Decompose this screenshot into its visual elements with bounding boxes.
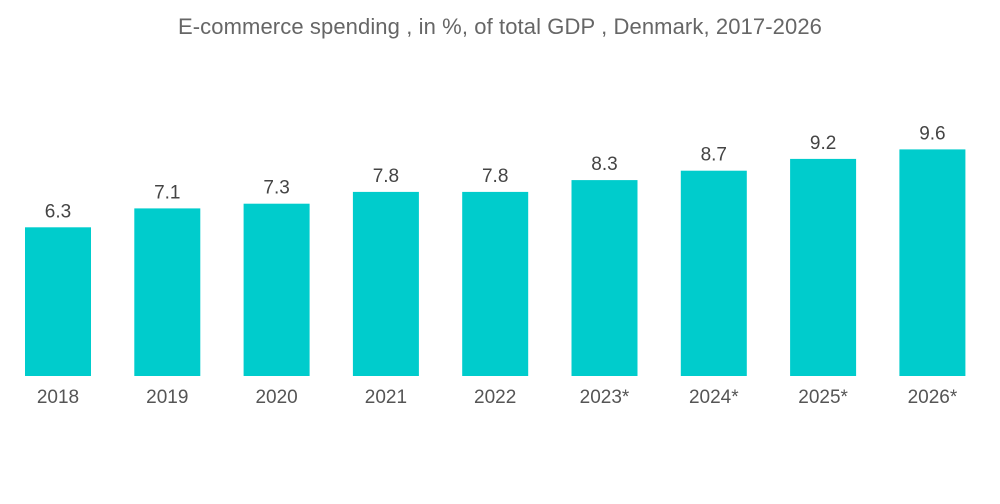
bar-2024-forecast [680, 170, 747, 376]
bar-2025-forecast [790, 158, 857, 376]
bar-2020 [243, 203, 310, 376]
value-label: 7.8 [373, 166, 399, 187]
category-label: 2021 [365, 387, 407, 408]
category-label: 2020 [255, 387, 297, 408]
value-label: 8.7 [701, 145, 727, 166]
bar-2019 [134, 208, 201, 376]
value-label: 9.2 [810, 133, 836, 154]
bar-2021 [352, 191, 419, 376]
category-label: 2024* [689, 387, 739, 408]
category-label: 2025* [798, 387, 848, 408]
category-label: 2019 [146, 387, 188, 408]
category-label: 2022 [474, 387, 516, 408]
bar-2023-forecast [571, 180, 638, 376]
bar-2018 [25, 227, 91, 376]
bars-group [25, 149, 966, 376]
bar-2026-forecast [899, 149, 966, 376]
chart-title: E-commerce spending , in %, of total GDP… [177, 14, 822, 39]
category-label: 2018 [37, 387, 79, 408]
bar-2022 [462, 191, 529, 376]
value-label: 9.6 [919, 123, 945, 144]
value-label: 7.8 [482, 166, 508, 187]
value-label: 7.3 [263, 178, 289, 199]
category-label: 2023* [580, 387, 630, 408]
value-label: 8.3 [591, 154, 617, 175]
category-label: 2026* [908, 387, 958, 408]
value-label: 6.3 [45, 201, 71, 222]
value-label: 7.1 [154, 182, 180, 203]
value-labels-group: 6.3 7.1 7.3 7.8 7.8 8.3 8.7 9.2 9.6 [45, 123, 946, 222]
category-labels-group: 2018 2019 2020 2021 2022 2023* 2024* 2025* 2026* [37, 387, 958, 408]
